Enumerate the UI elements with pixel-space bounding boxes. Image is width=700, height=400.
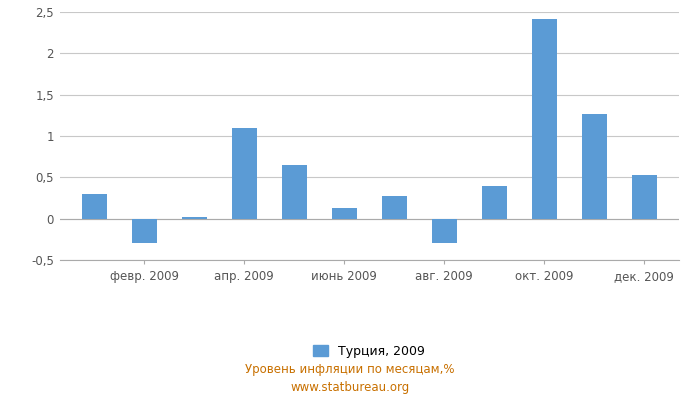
- Bar: [631, 175, 657, 219]
- Bar: [432, 219, 456, 244]
- Bar: [132, 219, 157, 244]
- Text: www.statbureau.org: www.statbureau.org: [290, 382, 410, 394]
- Bar: [82, 194, 107, 219]
- Bar: [282, 165, 307, 219]
- Bar: [182, 217, 207, 219]
- Bar: [332, 208, 357, 219]
- Bar: [232, 128, 257, 219]
- Bar: [382, 196, 407, 219]
- Text: Уровень инфляции по месяцам,%: Уровень инфляции по месяцам,%: [245, 364, 455, 376]
- Bar: [531, 19, 556, 219]
- Bar: [582, 114, 607, 219]
- Bar: [482, 186, 507, 219]
- Legend: Турция, 2009: Турция, 2009: [314, 345, 425, 358]
